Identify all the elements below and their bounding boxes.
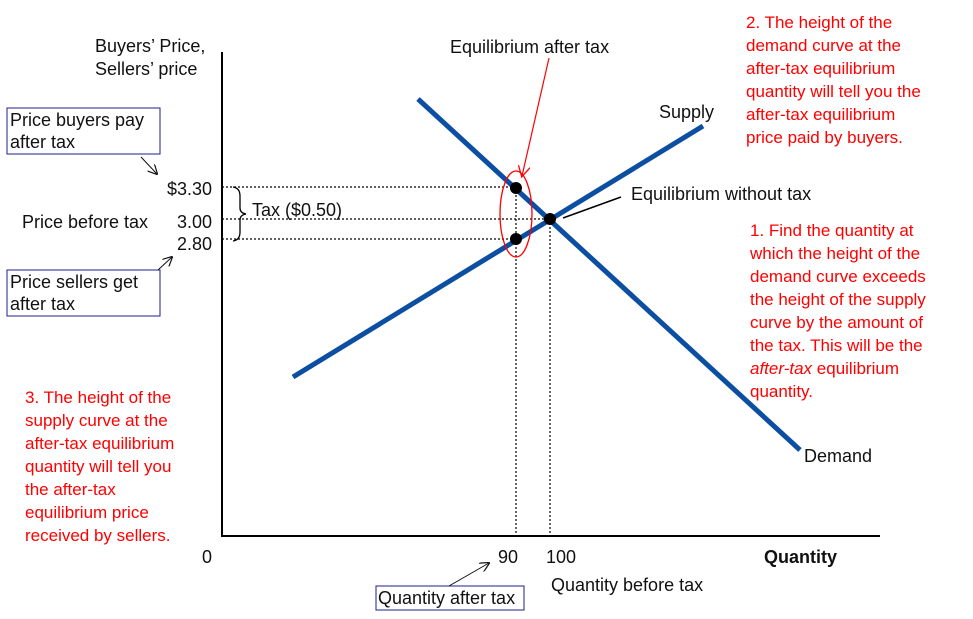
note1-line7-rest: equilibrium	[812, 359, 899, 378]
sellers-price-point	[510, 233, 522, 245]
note1-line2: which the height of the	[749, 244, 920, 263]
tax-label: Tax ($0.50)	[252, 200, 342, 220]
note3-line5: the after-tax	[25, 480, 116, 499]
price-tick-300: 3.00	[177, 212, 212, 232]
x-axis-label: Quantity	[764, 547, 837, 567]
equilibrium-without-tax-label: Equilibrium without tax	[631, 184, 811, 204]
tax-brace	[232, 186, 247, 242]
price-before-tax-label: Price before tax	[22, 212, 148, 232]
quantity-before-tax-label: Quantity before tax	[551, 575, 703, 595]
buyers-price-point	[510, 182, 522, 194]
price-buyers-pay-box	[6, 107, 161, 155]
note1-line7: after-tax equilibrium	[750, 359, 899, 378]
price-sellers-get-box	[6, 269, 161, 317]
note1-line1: 1. Find the quantity at	[750, 221, 914, 240]
note1-line8: quantity.	[750, 382, 813, 401]
supply-label: Supply	[659, 102, 714, 122]
price-buyers-pay-line1: Price buyers pay	[10, 110, 144, 130]
price-tick-280: 2.80	[177, 234, 212, 254]
price-buyers-pay-arrow	[140, 156, 157, 174]
origin-label: 0	[202, 547, 212, 567]
note2-line2: demand curve at the	[746, 36, 901, 55]
quantity-after-tax-arrow	[448, 563, 489, 587]
note3-line6: equilibrium price	[25, 503, 149, 522]
price-buyers-pay-line2: after tax	[10, 132, 75, 152]
note2-line3: after-tax equilibrium	[746, 59, 895, 78]
quantity-after-tax-label: Quantity after tax	[378, 588, 515, 608]
price-tick-330: $3.30	[167, 179, 212, 199]
y-axis-label-line2: Sellers’ price	[95, 59, 197, 79]
note3-line3: after-tax equilibrium	[25, 434, 174, 453]
note1-line5: curve by the amount of	[750, 313, 923, 332]
note3-line7: received by sellers.	[25, 526, 171, 545]
note1-line4: the height of the supply	[750, 290, 926, 309]
note2-line4: quantity will tell you the	[746, 82, 921, 101]
equilibrium-without-tax-pointer	[562, 196, 622, 219]
note3-line2: supply curve at the	[25, 411, 168, 430]
equilibrium-after-tax-label: Equilibrium after tax	[450, 37, 609, 57]
price-sellers-get-line2: after tax	[10, 294, 75, 314]
note3-line4: quantity will tell you	[25, 457, 171, 476]
demand-curve	[416, 97, 802, 452]
equilibrium-without-tax-point	[544, 213, 556, 225]
note1-line6: the tax. This will be the	[750, 336, 923, 355]
y-axis-label-line1: Buyers’ Price,	[95, 36, 205, 56]
note2-line1: 2. The height of the	[746, 13, 892, 32]
note1-italic-term: after-tax	[750, 359, 813, 378]
quantity-tick-90: 90	[498, 547, 518, 567]
note2-line6: price paid by buyers.	[746, 128, 903, 147]
quantity-tick-100: 100	[546, 547, 576, 567]
note3-line1: 3. The height of the	[25, 388, 171, 407]
price-sellers-get-arrow	[157, 257, 172, 271]
equilibrium-after-tax-arrow	[522, 57, 550, 176]
demand-label: Demand	[804, 446, 872, 466]
after-tax-highlight-ellipse	[499, 170, 533, 258]
supply-curve	[291, 123, 705, 380]
price-sellers-get-line1: Price sellers get	[10, 272, 138, 292]
note1-line3: demand curve exceeds	[750, 267, 926, 286]
note2-line5: after-tax equilibrium	[746, 105, 895, 124]
